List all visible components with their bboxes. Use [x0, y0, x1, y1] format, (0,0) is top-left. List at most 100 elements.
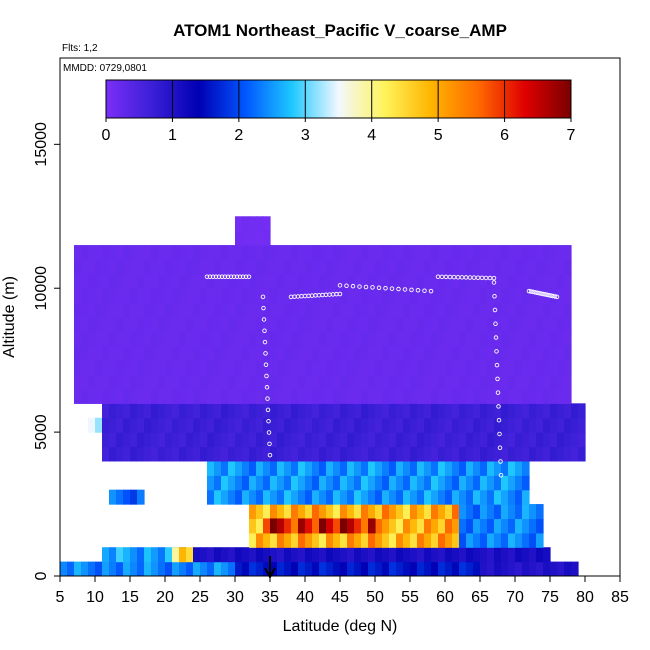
- heatmap-cell: [354, 259, 362, 275]
- heatmap-cell: [368, 561, 376, 576]
- heatmap-cell: [452, 302, 460, 318]
- heatmap-cell: [123, 547, 131, 563]
- heatmap-cell: [326, 475, 334, 491]
- heatmap-cell: [270, 259, 278, 275]
- track-marker: [493, 321, 498, 327]
- heatmap-cell: [417, 432, 425, 448]
- heatmap-cell: [382, 331, 390, 347]
- heatmap-cell: [473, 547, 481, 563]
- heatmap-cell: [284, 547, 292, 563]
- heatmap-cell: [508, 489, 516, 505]
- heatmap-cell: [235, 345, 243, 361]
- heatmap-cell: [375, 288, 383, 304]
- heatmap-cell: [109, 446, 117, 462]
- heatmap-cell: [235, 417, 243, 433]
- heatmap-cell: [438, 360, 446, 376]
- heatmap-cell: [347, 518, 355, 534]
- track-marker: [491, 275, 497, 281]
- heatmap-cell: [256, 245, 264, 261]
- heatmap-cell: [396, 460, 404, 476]
- heatmap-cell: [459, 489, 467, 505]
- heatmap-cell: [487, 432, 495, 448]
- heatmap-cell: [137, 360, 145, 376]
- heatmap-cell: [396, 475, 404, 491]
- heatmap-cell: [284, 288, 292, 304]
- track-marker: [396, 286, 401, 292]
- heatmap-cell: [214, 259, 222, 275]
- heatmap-cell: [382, 288, 390, 304]
- track-marker: [422, 288, 427, 293]
- heatmap-cell: [319, 504, 327, 520]
- heatmap-cell: [263, 230, 271, 246]
- heatmap-cell: [501, 374, 509, 390]
- heatmap-cell: [179, 360, 187, 376]
- heatmap-cell: [431, 288, 439, 304]
- heatmap-cell: [487, 360, 495, 376]
- heatmap-cell: [207, 273, 215, 289]
- heatmap-cell: [396, 518, 404, 534]
- heatmap-cell: [494, 460, 502, 476]
- heatmap-cell: [109, 360, 117, 376]
- heatmap-cell: [277, 460, 285, 476]
- track-marker: [497, 431, 502, 437]
- heatmap-cell: [137, 331, 145, 347]
- heatmap-cell: [522, 374, 530, 390]
- heatmap-cell: [235, 547, 243, 563]
- y-tick-label: 15000: [33, 122, 50, 167]
- heatmap-cell: [221, 489, 229, 505]
- heatmap-cell: [480, 518, 488, 534]
- heatmap-cell: [130, 489, 138, 505]
- heatmap-cell: [158, 403, 166, 419]
- heatmap-cell: [403, 403, 411, 419]
- track-marker: [262, 208, 268, 213]
- heatmap-cell: [501, 475, 509, 491]
- heatmap-cell: [403, 360, 411, 376]
- heatmap-cell: [214, 489, 222, 505]
- heatmap-cell: [263, 388, 271, 404]
- track-marker: [376, 285, 382, 291]
- heatmap-cell: [473, 317, 481, 332]
- heatmap-cell: [543, 245, 551, 261]
- heatmap-cell: [123, 561, 131, 576]
- heatmap-cell: [347, 432, 355, 448]
- heatmap-cell: [277, 331, 285, 347]
- heatmap-cell: [536, 518, 544, 534]
- heatmap-cell: [179, 432, 187, 448]
- heatmap-cell: [445, 317, 453, 332]
- heatmap-cell: [277, 374, 285, 390]
- heatmap-cell: [480, 432, 488, 448]
- heatmap-cell: [312, 288, 320, 304]
- heatmap-cell: [214, 388, 222, 404]
- heatmap-cell: [130, 273, 138, 289]
- heatmap-cell: [354, 245, 362, 261]
- heatmap-cell: [368, 245, 376, 261]
- heatmap-cell: [347, 504, 355, 520]
- heatmap-cell: [445, 345, 453, 361]
- heatmap-cell: [95, 374, 103, 390]
- heatmap-cell: [207, 403, 215, 419]
- heatmap-cell: [403, 518, 411, 534]
- heatmap-cell: [508, 475, 516, 491]
- heatmap-cell: [550, 417, 558, 433]
- heatmap-cell: [151, 446, 159, 462]
- heatmap-cell: [144, 403, 152, 419]
- heatmap-cell: [361, 374, 369, 390]
- heatmap-cell: [284, 475, 292, 491]
- track-marker: [263, 362, 269, 367]
- heatmap-cell: [305, 475, 313, 491]
- heatmap-cell: [368, 360, 376, 376]
- heatmap-cell: [452, 460, 460, 476]
- heatmap-cell: [522, 302, 530, 318]
- heatmap-cell: [543, 331, 551, 347]
- heatmap-cell: [564, 446, 572, 462]
- heatmap-cell: [347, 245, 355, 261]
- heatmap-cell: [298, 259, 306, 275]
- heatmap-cell: [74, 245, 82, 261]
- heatmap-cell: [424, 489, 432, 505]
- heatmap-cell: [284, 432, 292, 448]
- heatmap-cell: [312, 547, 320, 563]
- heatmap-cell: [354, 345, 362, 361]
- heatmap-cell: [221, 475, 229, 491]
- heatmap-cell: [249, 475, 257, 491]
- heatmap-cell: [326, 317, 334, 332]
